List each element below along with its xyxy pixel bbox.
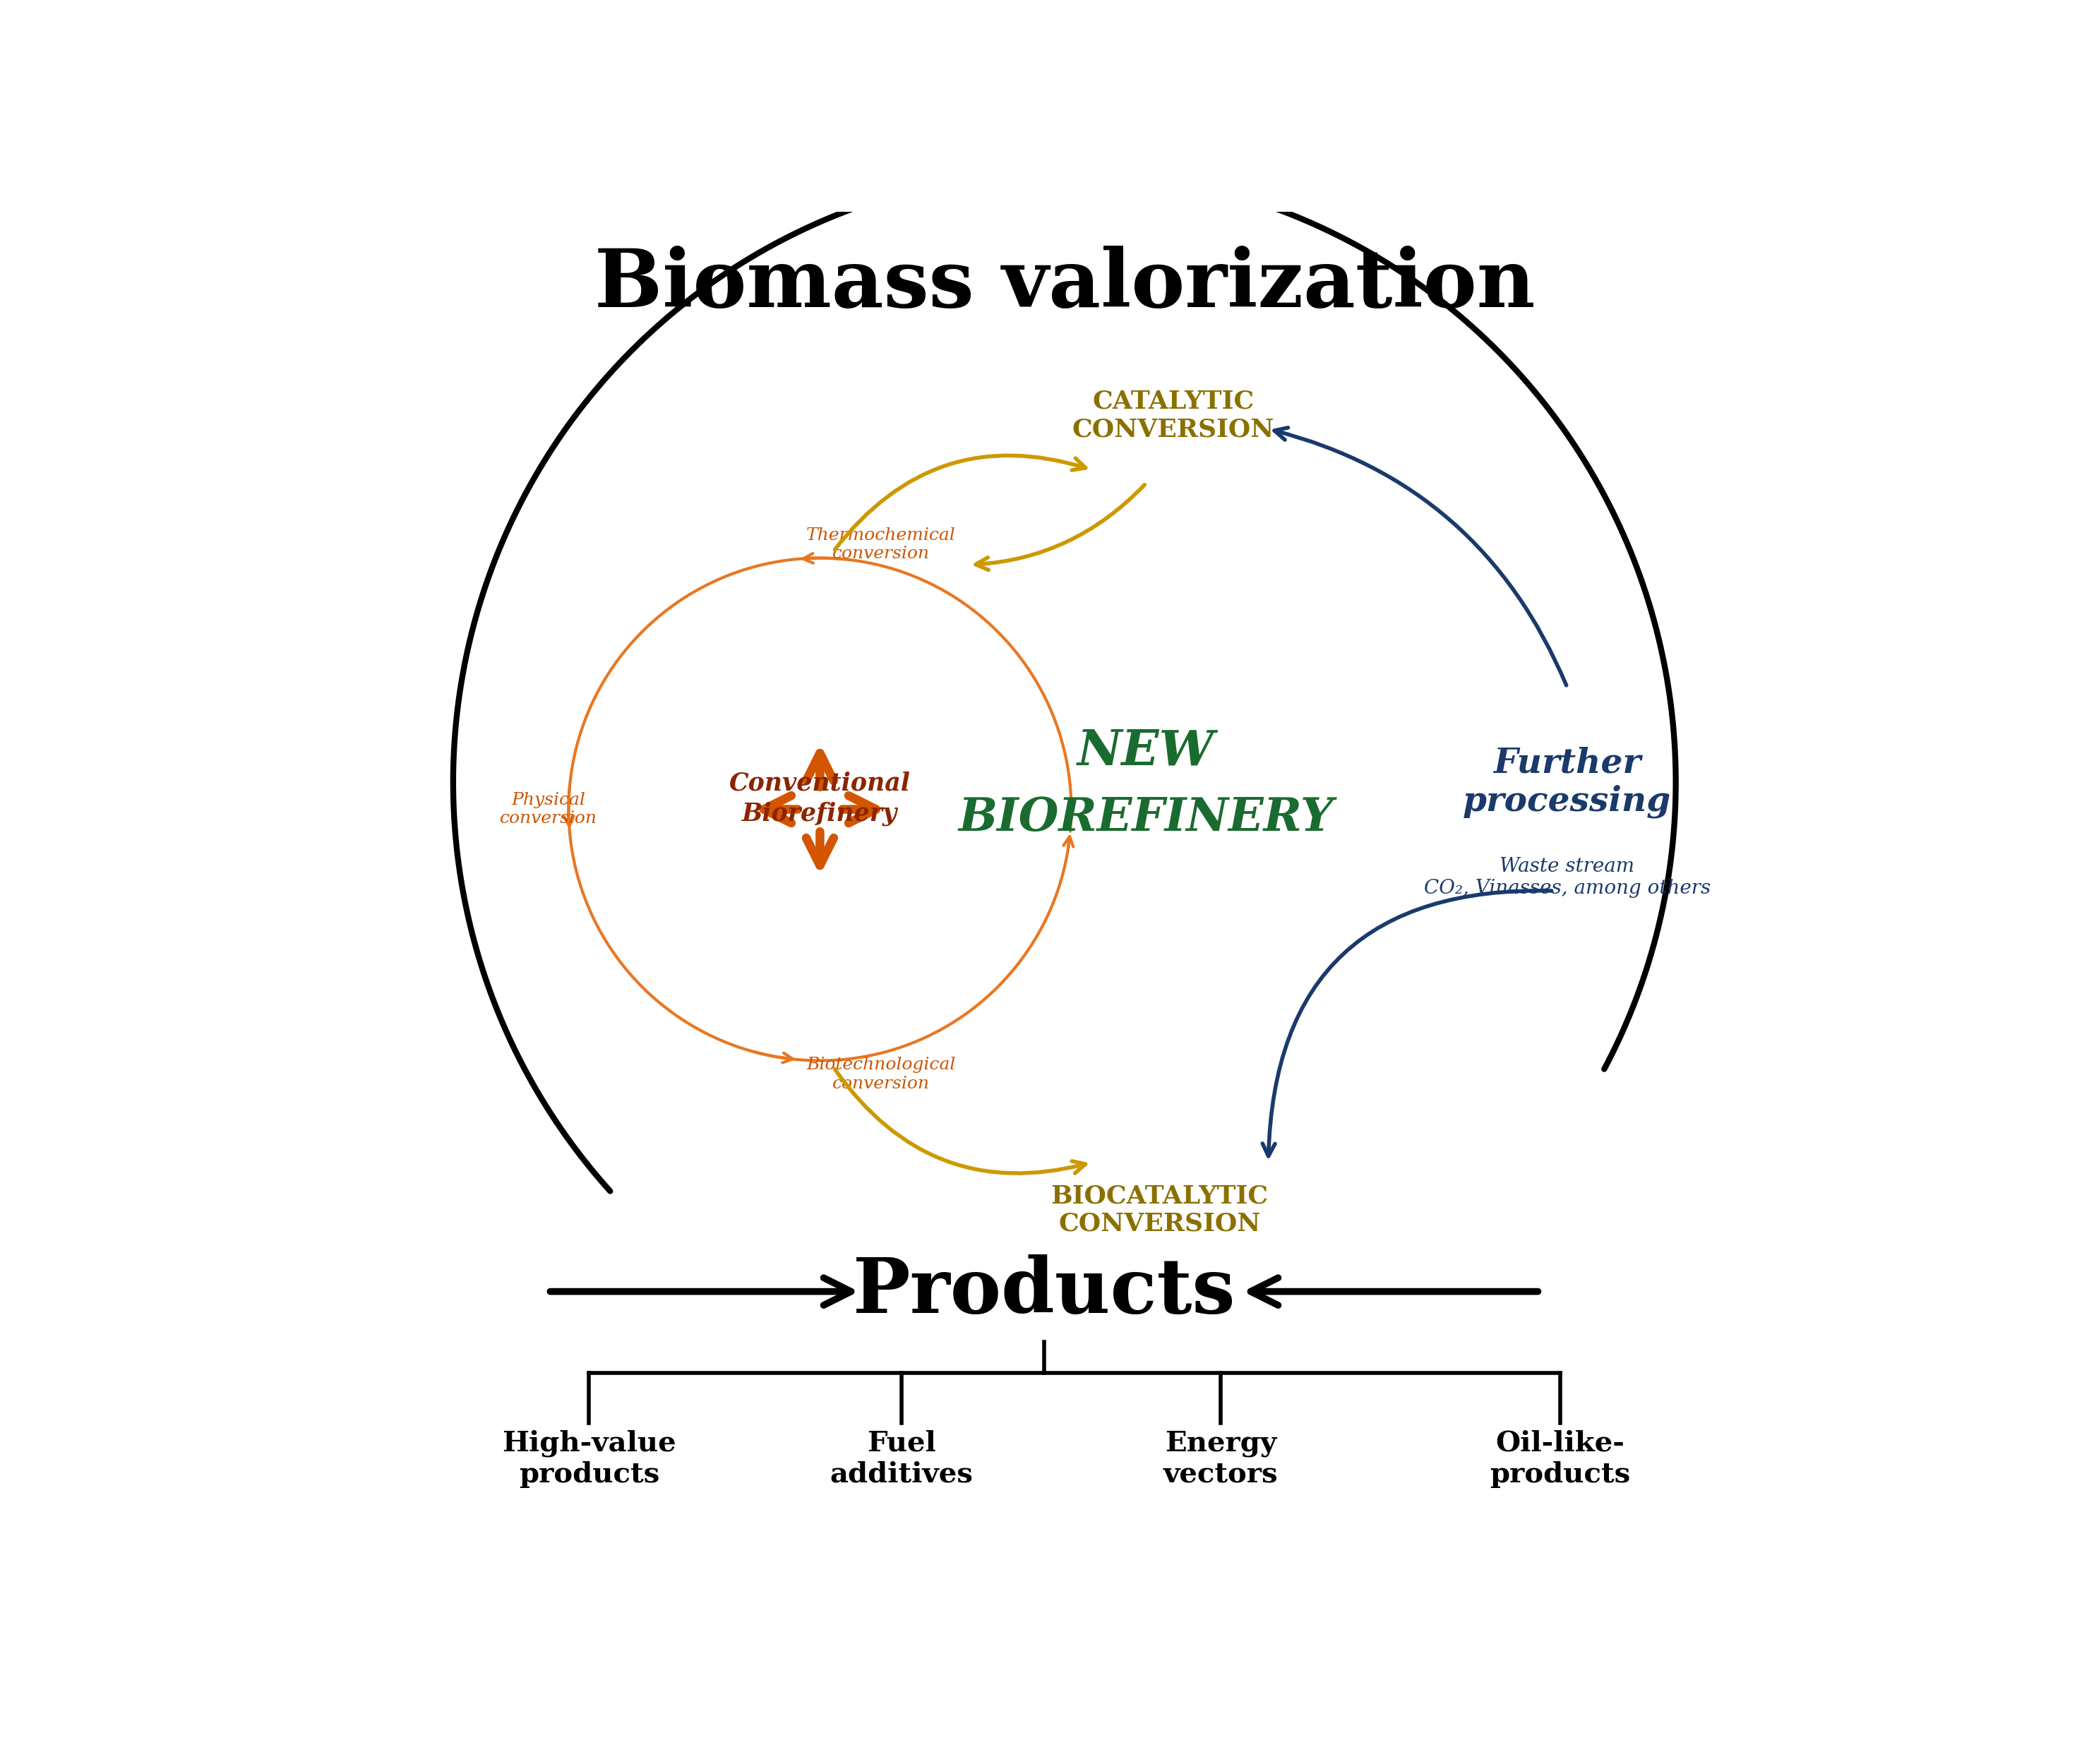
Text: Conventional
Biorefinery: Conventional Biorefinery — [729, 771, 910, 826]
Text: Energy
vectors: Energy vectors — [1163, 1431, 1277, 1489]
Text: Physical
conversion: Physical conversion — [501, 792, 596, 827]
Text: Waste stream
CO₂, Vinasses, among others: Waste stream CO₂, Vinasses, among others — [1423, 857, 1711, 898]
Text: Products: Products — [852, 1254, 1236, 1328]
Text: Fuel
additives: Fuel additives — [831, 1431, 972, 1489]
Text: BIOREFINERY: BIOREFINERY — [957, 796, 1333, 841]
Text: NEW: NEW — [1078, 729, 1215, 776]
Text: Oil-like-
products: Oil-like- products — [1489, 1431, 1630, 1489]
Text: Further
processing: Further processing — [1462, 746, 1672, 818]
Text: High-value
products: High-value products — [503, 1431, 675, 1489]
Text: BIOCATALYTIC
CONVERSION: BIOCATALYTIC CONVERSION — [1051, 1184, 1269, 1237]
Text: CATALYTIC
CONVERSION: CATALYTIC CONVERSION — [1072, 390, 1273, 441]
Text: Thermochemical
conversion: Thermochemical conversion — [806, 527, 955, 563]
Text: Biomass valorization: Biomass valorization — [594, 245, 1535, 325]
Text: Biotechnological
conversion: Biotechnological conversion — [806, 1057, 955, 1092]
